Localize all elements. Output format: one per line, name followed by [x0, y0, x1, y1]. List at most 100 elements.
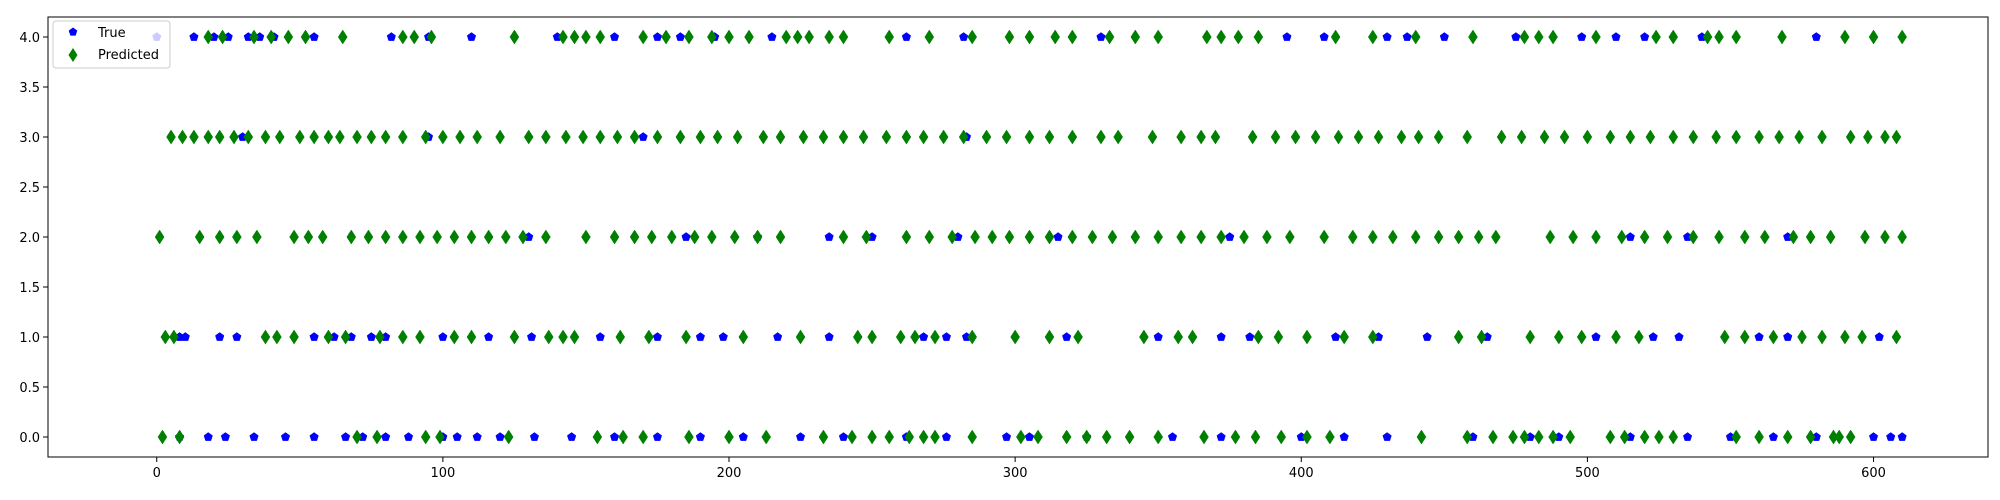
point-predicted [775, 229, 786, 245]
point-true [1754, 332, 1764, 341]
point-true [738, 432, 748, 441]
point-true [1683, 432, 1693, 441]
point-predicted [1253, 29, 1264, 45]
point-predicted [592, 429, 603, 445]
point-predicted [684, 29, 694, 45]
x-axis: 0 100 200 300 400 500 600 [153, 457, 1886, 481]
point-true [1874, 332, 1884, 341]
point-predicted [1388, 229, 1398, 245]
point-predicted [435, 429, 445, 445]
point-predicted [1462, 129, 1473, 145]
point-predicted [543, 329, 554, 345]
point-predicted [415, 229, 425, 245]
point-predicted [824, 29, 834, 45]
plot-frame [47, 16, 1989, 458]
point-predicted [861, 229, 872, 245]
point-predicted [1044, 329, 1055, 345]
point-predicted [1273, 329, 1284, 345]
point-predicted [1368, 329, 1378, 345]
point-true [1153, 332, 1163, 341]
legend-true-marker-icon [68, 27, 78, 36]
point-predicted [1840, 329, 1850, 345]
point-predicted [1416, 429, 1427, 445]
point-predicted [558, 329, 568, 345]
point-predicted [1153, 429, 1164, 445]
point-predicted [609, 229, 620, 245]
point-predicted [1559, 129, 1570, 145]
point-predicted [1044, 229, 1055, 245]
point-predicted [366, 129, 377, 145]
point-true [1402, 32, 1412, 41]
point-predicted [930, 429, 940, 445]
point-true [309, 32, 319, 41]
point-predicted [1247, 129, 1258, 145]
point-predicted [1113, 129, 1123, 145]
point-predicted [1525, 329, 1535, 345]
point-predicted [472, 129, 483, 145]
point-predicted [203, 29, 214, 45]
point-true [1225, 232, 1235, 241]
point-predicted [1714, 229, 1724, 245]
point-predicted [1731, 29, 1741, 45]
point-predicted [160, 329, 171, 345]
point-predicted [1782, 429, 1793, 445]
point-predicted [724, 429, 734, 445]
x-tick-label: 600 [1861, 466, 1886, 481]
point-predicted [194, 229, 205, 245]
point-predicted [1462, 429, 1473, 445]
point-predicted [1719, 329, 1730, 345]
point-predicted [295, 129, 305, 145]
point-predicted [1044, 129, 1055, 145]
point-predicted [449, 329, 460, 345]
point-predicted [1239, 229, 1249, 245]
point-predicted [1001, 129, 1012, 145]
x-tick-label: 100 [430, 466, 455, 481]
point-predicted [1107, 229, 1118, 245]
point-predicted [289, 229, 299, 245]
point-predicted [1347, 229, 1358, 245]
y-tick-label: 2.0 [19, 231, 40, 246]
point-predicted [707, 229, 717, 245]
point-true [1511, 32, 1521, 41]
point-predicted [166, 129, 176, 145]
point-true [309, 432, 319, 441]
point-predicted [1368, 29, 1378, 45]
legend-diamond-marker [68, 48, 78, 62]
point-predicted [712, 129, 723, 145]
point-predicted [1067, 29, 1078, 45]
point-predicted [1270, 129, 1281, 145]
point-predicted [272, 329, 282, 345]
point-predicted [744, 29, 754, 45]
point-predicted [1668, 29, 1679, 45]
point-true [567, 432, 577, 441]
point-predicted [1353, 129, 1364, 145]
point-true [901, 32, 911, 41]
point-predicted [684, 429, 694, 445]
y-tick-label: 3.0 [19, 131, 40, 146]
point-predicted [252, 229, 262, 245]
point-predicted [852, 329, 863, 345]
point-predicted [1739, 329, 1750, 345]
point-true [1245, 332, 1255, 341]
point-predicted [217, 29, 228, 45]
point-predicted [1491, 229, 1501, 245]
point-true [824, 232, 834, 241]
point-predicted [1073, 329, 1083, 345]
point-predicted [455, 129, 465, 145]
x-tick-label: 500 [1575, 466, 1600, 481]
point-true [1768, 432, 1778, 441]
point-predicted [1396, 129, 1407, 145]
point-predicted [910, 329, 920, 345]
point-predicted [154, 229, 165, 245]
point-true [681, 232, 691, 241]
point-predicted [738, 329, 749, 345]
point-predicted [1104, 29, 1115, 45]
y-tick-label: 2.5 [19, 181, 40, 196]
y-tick-label: 1.5 [19, 281, 40, 296]
point-predicted [1868, 29, 1879, 45]
point-predicted [918, 429, 929, 445]
point-predicted [1285, 229, 1295, 245]
point-predicted [675, 129, 686, 145]
point-predicted [1845, 429, 1856, 445]
point-predicted [346, 229, 357, 245]
